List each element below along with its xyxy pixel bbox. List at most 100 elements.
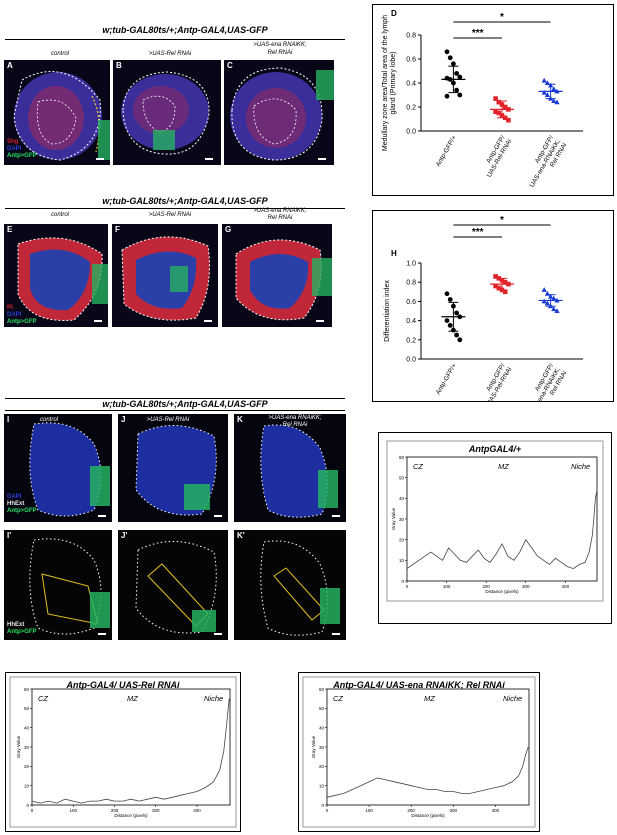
y-tick-label: 30 bbox=[24, 745, 30, 750]
label-ena-rel-1b: Rel RNAi bbox=[267, 50, 293, 56]
x-tick-label: 100 bbox=[365, 808, 373, 813]
y-tick-label: 0.8 bbox=[406, 280, 416, 287]
scale-bar-I-prime bbox=[98, 633, 106, 635]
y-tick-label: 0 bbox=[26, 803, 29, 808]
label-rel-1: >UAS-Rel RNAi bbox=[148, 51, 192, 57]
x-tick-label: 300 bbox=[152, 808, 160, 813]
x-tick-label: 200 bbox=[482, 584, 490, 589]
data-point bbox=[493, 283, 498, 289]
data-point bbox=[454, 310, 459, 316]
data-point bbox=[457, 74, 463, 80]
y-tick-label: 60 bbox=[399, 455, 405, 460]
zone-label: Niche bbox=[503, 694, 522, 703]
y-axis-label: Gray Value bbox=[16, 735, 21, 758]
y-tick-label: 20 bbox=[24, 764, 30, 769]
label-rel-2: >UAS-Rel RNAi bbox=[148, 212, 192, 218]
y-tick-label: 1.0 bbox=[406, 261, 416, 268]
y-tick-label: 0.6 bbox=[406, 57, 416, 64]
row2-rule bbox=[5, 208, 345, 209]
data-point bbox=[551, 306, 557, 312]
data-point bbox=[444, 318, 450, 323]
micrograph-B: B bbox=[113, 60, 221, 165]
legend-pi: PI bbox=[7, 305, 13, 311]
plot-title: AntpGAL4/+ bbox=[468, 444, 522, 454]
micrograph-K: K >UAS-ena RNAiKK; Rel RNAi bbox=[234, 414, 346, 522]
data-point bbox=[541, 287, 547, 292]
x-tick-label: 0 bbox=[31, 808, 34, 813]
y-tick-label: 0.8 bbox=[406, 33, 416, 40]
y-tick-label: 50 bbox=[319, 706, 325, 711]
data-point bbox=[554, 99, 560, 105]
y-tick-label: 10 bbox=[24, 783, 30, 788]
zone-label: CZ bbox=[413, 462, 423, 471]
micrograph-J: J >UAS-Rel RNAi bbox=[118, 414, 228, 522]
category-label: Antp-GFP/UAS-Rel-RNAi bbox=[479, 362, 513, 401]
chart-N-svg: Antp-GAL4/ UAS-ena RNAiKK; Rel RNAi 0 10 20… bbox=[302, 676, 536, 828]
data-point bbox=[447, 55, 453, 61]
label-control-2: control bbox=[50, 212, 69, 218]
row3-rule bbox=[5, 410, 345, 411]
lymph-gland-image-K bbox=[260, 424, 338, 518]
zone-label: MZ bbox=[498, 462, 509, 471]
profile-line bbox=[406, 490, 598, 570]
micrograph-I: I control DAPI HhExt Antp>GFP bbox=[4, 414, 112, 522]
data-point bbox=[541, 89, 547, 95]
row1-title: w;tub-GAL80ts/+;Antp-GAL4,UAS-GFP bbox=[102, 25, 268, 35]
scale-bar-E bbox=[94, 320, 102, 322]
data-point bbox=[541, 77, 547, 83]
data-point bbox=[493, 96, 498, 101]
y-tick-label: 50 bbox=[24, 706, 30, 711]
y-tick-label: 40 bbox=[399, 496, 405, 501]
data-point bbox=[551, 98, 557, 103]
y-tick-label: 0 bbox=[401, 579, 404, 584]
lymph-gland-image-E bbox=[17, 237, 108, 321]
panel-letter-I-prime: I' bbox=[7, 531, 12, 540]
x-tick-label: 200 bbox=[407, 808, 415, 813]
zone-label: MZ bbox=[127, 694, 138, 703]
lymph-gland-image-J-prime bbox=[135, 541, 217, 634]
x-tick-label: 400 bbox=[562, 584, 570, 589]
label-ena-rel-1a: >UAS-ena RNAiKK; bbox=[253, 42, 307, 48]
row3-title: w;tub-GAL80ts/+;Antp-GAL4,UAS-GFP bbox=[102, 399, 268, 409]
lymph-gland-image-A bbox=[13, 71, 110, 161]
panel-letter-K: K bbox=[237, 415, 243, 424]
x-tick-label: 400 bbox=[492, 808, 500, 813]
y-tick-label: 50 bbox=[399, 475, 405, 480]
zone-label: Niche bbox=[204, 694, 223, 703]
zone-label: Niche bbox=[571, 462, 590, 471]
scale-bar-B bbox=[205, 158, 213, 160]
data-point bbox=[493, 109, 498, 115]
data-point bbox=[544, 300, 550, 306]
micrograph-A: A Shg DAPI Antp>GFP bbox=[4, 60, 110, 165]
label-rel-3: >UAS-Rel RNAi bbox=[146, 417, 190, 423]
legend-hh-I: HhExt bbox=[7, 501, 25, 507]
row3-top-rule bbox=[5, 398, 345, 399]
x-axis-label: Distance (pixels) bbox=[485, 589, 519, 594]
x-tick-label: 300 bbox=[449, 808, 457, 813]
profile-line bbox=[31, 698, 230, 804]
scale-bar-J-prime bbox=[214, 633, 222, 635]
scale-bar-C bbox=[318, 158, 326, 160]
data-point bbox=[451, 61, 456, 67]
data-point bbox=[457, 337, 463, 343]
data-point bbox=[496, 99, 502, 105]
significance-label: *** bbox=[472, 227, 484, 238]
significance-label: * bbox=[500, 215, 504, 226]
y-axis-label: Gray Value bbox=[311, 735, 316, 758]
micrograph-F: F bbox=[112, 224, 218, 327]
category-label: Antp-GFP/+ bbox=[435, 362, 458, 396]
panel-letter-J: J bbox=[121, 415, 126, 424]
data-point bbox=[447, 297, 453, 302]
y-tick-label: 20 bbox=[319, 764, 325, 769]
y-axis-label: Medullary zone area/Total area of the ly… bbox=[382, 15, 397, 151]
chart-L-svg: AntpGAL4/+ 0 10 20 30 40 50 60 0 100 200 300 400 Dist… bbox=[386, 440, 604, 602]
significance-label: *** bbox=[472, 28, 484, 39]
y-tick-label: 0.4 bbox=[406, 81, 416, 88]
panel-letter-G: G bbox=[225, 225, 232, 234]
data-point bbox=[551, 295, 557, 301]
data-point bbox=[551, 86, 557, 91]
y-tick-label: 10 bbox=[319, 783, 325, 788]
data-point bbox=[444, 49, 450, 55]
y-tick-label: 30 bbox=[319, 745, 325, 750]
panel-letter-F: F bbox=[115, 225, 120, 234]
